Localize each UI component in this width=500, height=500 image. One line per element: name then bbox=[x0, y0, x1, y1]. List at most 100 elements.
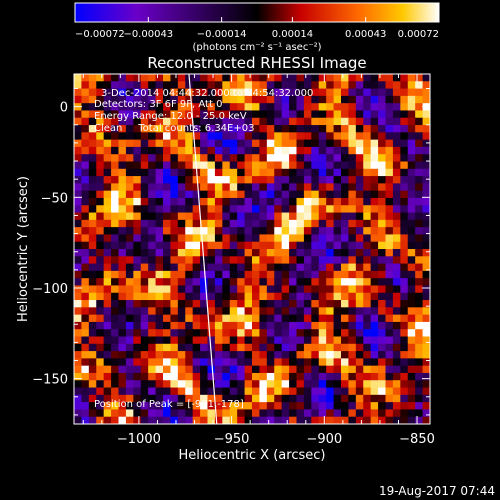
heatmap-cell bbox=[185, 154, 194, 163]
heatmap-cell bbox=[303, 219, 312, 228]
heatmap-cell bbox=[259, 132, 268, 141]
heatmap-cell bbox=[289, 314, 298, 323]
heatmap-cell bbox=[385, 336, 394, 345]
heatmap-cell bbox=[407, 95, 416, 104]
heatmap-cell bbox=[103, 110, 112, 119]
heatmap-cell bbox=[400, 249, 409, 257]
heatmap-cell bbox=[177, 190, 186, 199]
heatmap-cell bbox=[118, 365, 127, 374]
heatmap-cell bbox=[333, 416, 342, 424]
heatmap-cell bbox=[289, 241, 298, 250]
heatmap-cell bbox=[385, 227, 394, 236]
heatmap-cell bbox=[237, 212, 246, 221]
heatmap-cell bbox=[125, 278, 134, 287]
heatmap-cell bbox=[303, 212, 312, 221]
heatmap-cell bbox=[237, 125, 246, 133]
heatmap-cell bbox=[229, 387, 238, 396]
heatmap-cell bbox=[303, 249, 312, 257]
heatmap-cell bbox=[163, 110, 172, 119]
heatmap-cell bbox=[185, 117, 194, 126]
heatmap-cell bbox=[222, 409, 231, 418]
heatmap-cell bbox=[163, 394, 172, 403]
heatmap-cell bbox=[296, 343, 305, 352]
heatmap-cell bbox=[133, 394, 142, 403]
heatmap-cell bbox=[259, 212, 268, 221]
heatmap-cell bbox=[125, 402, 134, 411]
heatmap-cell bbox=[252, 146, 261, 155]
heatmap-cell bbox=[378, 343, 387, 352]
heatmap-cell bbox=[363, 343, 372, 352]
heatmap-cell bbox=[370, 146, 379, 155]
heatmap-cell bbox=[170, 270, 179, 279]
heatmap-cell bbox=[200, 270, 209, 279]
heatmap-cell bbox=[81, 365, 90, 374]
heatmap-cell bbox=[355, 81, 364, 90]
heatmap-cell bbox=[103, 285, 112, 294]
heatmap-cell bbox=[252, 256, 261, 265]
heatmap-cell bbox=[192, 285, 201, 294]
heatmap-cell bbox=[244, 139, 253, 148]
heatmap-cell bbox=[363, 176, 372, 184]
heatmap-cell bbox=[111, 285, 120, 294]
heatmap-cell bbox=[148, 88, 157, 97]
heatmap-cell bbox=[96, 88, 105, 97]
heatmap-cell bbox=[237, 197, 246, 206]
heatmap-cell bbox=[378, 307, 387, 316]
heatmap-cell bbox=[370, 139, 379, 148]
heatmap-cell bbox=[140, 212, 149, 221]
heatmap-cell bbox=[370, 88, 379, 97]
heatmap-cell bbox=[200, 88, 209, 97]
heatmap-cell bbox=[274, 146, 283, 155]
heatmap-cell bbox=[355, 380, 364, 389]
heatmap-cell bbox=[185, 88, 194, 97]
heatmap-cell bbox=[103, 380, 112, 389]
heatmap-cell bbox=[259, 219, 268, 228]
heatmap-cell bbox=[326, 168, 335, 177]
heatmap-cell bbox=[311, 117, 320, 126]
heatmap-cell bbox=[415, 139, 424, 148]
heatmap-cell bbox=[370, 132, 379, 141]
heatmap-cell bbox=[422, 402, 430, 411]
heatmap-cell bbox=[415, 365, 424, 374]
heatmap-cell bbox=[318, 190, 327, 199]
heatmap-cell bbox=[237, 285, 246, 294]
heatmap-cell bbox=[252, 321, 261, 330]
heatmap-cell bbox=[96, 402, 105, 411]
heatmap-cell bbox=[118, 234, 127, 243]
heatmap-cell bbox=[207, 117, 216, 126]
heatmap-cell bbox=[303, 380, 312, 389]
heatmap-cell bbox=[348, 256, 357, 265]
heatmap-cell bbox=[392, 161, 401, 170]
heatmap-cell bbox=[111, 307, 120, 316]
heatmap-cell bbox=[370, 263, 379, 272]
heatmap-cell bbox=[333, 190, 342, 199]
heatmap-cell bbox=[407, 168, 416, 177]
heatmap-cell bbox=[333, 256, 342, 265]
heatmap-cell bbox=[318, 249, 327, 257]
heatmap-cell bbox=[348, 227, 357, 236]
heatmap-cell bbox=[415, 336, 424, 345]
heatmap-cell bbox=[303, 146, 312, 155]
heatmap-cell bbox=[266, 336, 275, 345]
heatmap-cell bbox=[407, 387, 416, 396]
heatmap-cell bbox=[125, 358, 134, 367]
heatmap-cell bbox=[400, 365, 409, 374]
heatmap-cell bbox=[222, 278, 231, 287]
heatmap-cell bbox=[333, 365, 342, 374]
heatmap-cell bbox=[185, 139, 194, 148]
heatmap-cell bbox=[185, 409, 194, 418]
heatmap-cell bbox=[252, 307, 261, 316]
heatmap-cell bbox=[140, 234, 149, 243]
heatmap-cell bbox=[214, 409, 223, 418]
heatmap-cell bbox=[229, 227, 238, 236]
heatmap-cell bbox=[392, 278, 401, 287]
heatmap-cell bbox=[185, 212, 194, 221]
heatmap-cell bbox=[422, 321, 430, 330]
heatmap-cell bbox=[96, 176, 105, 184]
heatmap-cell bbox=[96, 307, 105, 316]
heatmap-cell bbox=[81, 394, 90, 403]
heatmap-cell bbox=[244, 351, 253, 359]
heatmap-cell bbox=[222, 270, 231, 279]
heatmap-cell bbox=[81, 409, 90, 418]
heatmap-cell bbox=[341, 402, 350, 411]
